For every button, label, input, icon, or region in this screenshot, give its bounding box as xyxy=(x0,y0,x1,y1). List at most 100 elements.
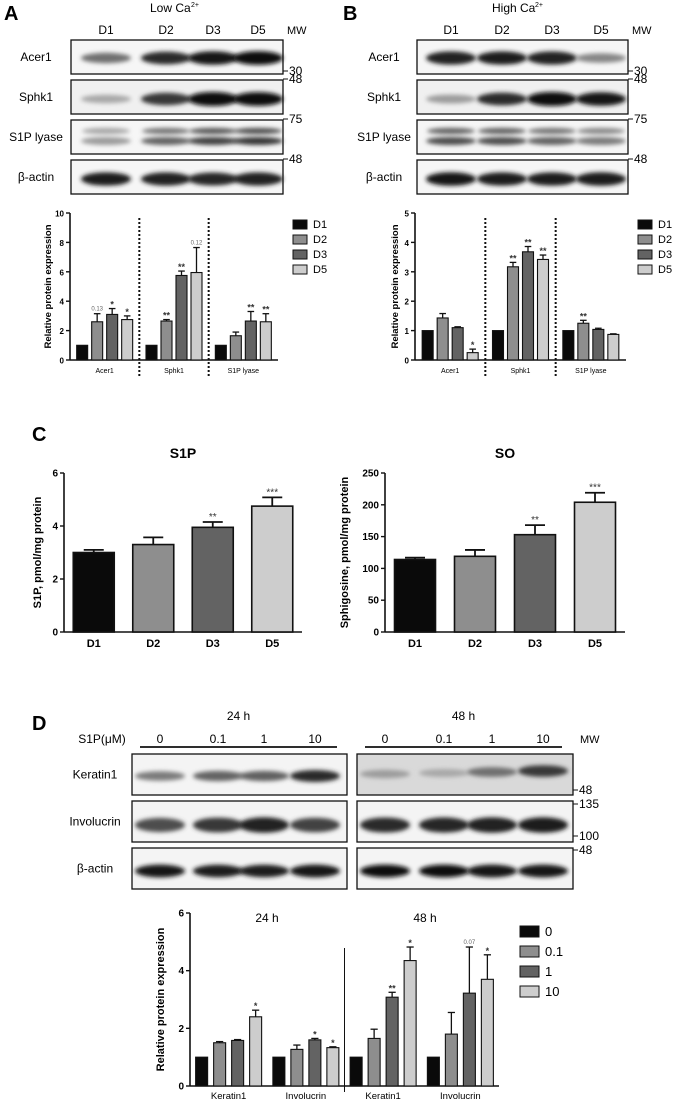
bar xyxy=(367,1037,381,1087)
lane-label: D3 xyxy=(205,23,221,37)
bar xyxy=(426,1056,440,1087)
bar-involucrin-0 xyxy=(272,1056,286,1087)
bar xyxy=(195,1056,209,1087)
bar-sphk1-D1 xyxy=(491,330,505,361)
band xyxy=(419,768,469,778)
mw-marker: 48 xyxy=(634,152,648,166)
x-category-label: D3 xyxy=(206,638,220,650)
x-category-label: D5 xyxy=(265,638,279,650)
bar-keratin1-0.1 xyxy=(213,1040,227,1087)
y-tick-label: 150 xyxy=(362,532,379,543)
legend-label: 0.1 xyxy=(545,944,563,959)
bar-involucrin-0.1 xyxy=(444,1011,458,1087)
legend-swatch xyxy=(292,249,308,260)
bar-sphk1-D5: 0.12 xyxy=(190,241,203,361)
blot-row-sphk1: Sphk1 48 xyxy=(19,72,303,115)
x-category-label: Keratin1 xyxy=(365,1091,400,1102)
bar xyxy=(272,1056,286,1087)
bar xyxy=(249,1016,263,1087)
bar-keratin1-0 xyxy=(349,1056,363,1087)
bar-sphk1-D3: ** xyxy=(175,262,188,361)
legend-swatch xyxy=(637,234,653,245)
band xyxy=(527,51,577,65)
band xyxy=(193,817,243,833)
significance-label: ** xyxy=(247,302,255,312)
mw-marker: 48 xyxy=(579,783,593,797)
band xyxy=(188,172,238,186)
significance-label: *** xyxy=(266,487,278,498)
condition-sup: 2+ xyxy=(191,2,199,9)
dose-label: 1 xyxy=(489,732,496,746)
bar xyxy=(290,1048,304,1087)
blot-row-s1plyase: S1P lyase 75 xyxy=(9,112,303,155)
legend-label: D2 xyxy=(658,234,672,246)
lane-label: D3 xyxy=(544,23,560,37)
bar xyxy=(349,1056,363,1087)
panel-a-condition: Low Ca 2+ xyxy=(150,1,199,15)
band xyxy=(290,817,340,833)
group-title: 24 h xyxy=(255,911,278,925)
bar-chart-so: SO 0 50 100 150 200 250 Sphigosine, pmol/mg pro… xyxy=(339,445,625,650)
significance-label: ** xyxy=(389,983,397,993)
significance-label: ** xyxy=(262,305,270,315)
blot-protein-label: Sphk1 xyxy=(367,90,401,104)
panel-letter-c: C xyxy=(32,424,46,446)
dose-label: 10 xyxy=(536,732,550,746)
y-axis-label: Relative protein expression xyxy=(155,927,167,1071)
band xyxy=(427,127,475,135)
western-blot-a: MW D1 D2 D3 D5 Acer1 30 Sphk1 48 S1P lyase 75 β-act… xyxy=(9,23,307,195)
significance-label: ** xyxy=(509,253,517,263)
significance-label: * xyxy=(331,1038,335,1048)
bar xyxy=(213,1042,227,1087)
bar xyxy=(451,327,464,361)
band xyxy=(141,172,191,186)
band xyxy=(528,127,576,135)
bar xyxy=(403,960,417,1087)
blot-protein-label: Acer1 xyxy=(20,50,52,64)
bar-s1p-lyase-D2: ** xyxy=(577,311,590,361)
band xyxy=(233,137,283,145)
panel-letter-b: B xyxy=(343,3,357,25)
y-tick-label: 10 xyxy=(55,210,64,219)
condition-label: High Ca xyxy=(492,1,536,15)
bar-involucrin-0 xyxy=(426,1056,440,1087)
condition-label: Low Ca xyxy=(150,1,191,15)
lane-label: D2 xyxy=(494,23,510,37)
dose-label: 0 xyxy=(382,732,389,746)
bar-acer1-D3 xyxy=(451,326,464,361)
y-tick-label: 6 xyxy=(52,469,58,480)
legend-item-0.1: 0.1 xyxy=(519,944,563,959)
legend-label: D1 xyxy=(313,219,327,231)
bar-D2 xyxy=(453,549,497,633)
bar xyxy=(480,978,494,1087)
x-category-label: S1P lyase xyxy=(575,368,606,375)
bar xyxy=(513,533,557,633)
bar-sphk1-D3: ** xyxy=(521,238,535,361)
mw-marker: 48 xyxy=(289,152,303,166)
bar xyxy=(231,1039,245,1087)
band xyxy=(290,770,340,782)
bar-involucrin-10: * xyxy=(480,946,494,1087)
significance-label: * xyxy=(254,1001,258,1011)
band xyxy=(527,172,577,186)
band xyxy=(360,817,410,833)
lane-label: D5 xyxy=(250,23,266,37)
bar xyxy=(436,317,449,361)
bar xyxy=(506,266,520,361)
bar xyxy=(72,551,116,633)
bar xyxy=(190,271,203,361)
bar-chart-d: 0 2 4 6 Relative protein expression * Keratin1… xyxy=(155,909,563,1103)
x-category-label: Involucrin xyxy=(440,1091,481,1102)
significance-label: ** xyxy=(531,515,539,526)
y-tick-label: 50 xyxy=(368,596,380,607)
bar-acer1-D5: * xyxy=(466,340,479,361)
band xyxy=(188,51,238,65)
band xyxy=(188,137,238,145)
y-tick-label: 2 xyxy=(52,575,58,586)
bar-acer1-D3: * xyxy=(106,300,119,361)
blot-group-48h: 48 h 0 0.1 1 10 xyxy=(365,709,562,748)
y-tick-label: 3 xyxy=(405,268,410,277)
y-tick-label: 100 xyxy=(362,564,379,575)
band xyxy=(290,864,340,878)
